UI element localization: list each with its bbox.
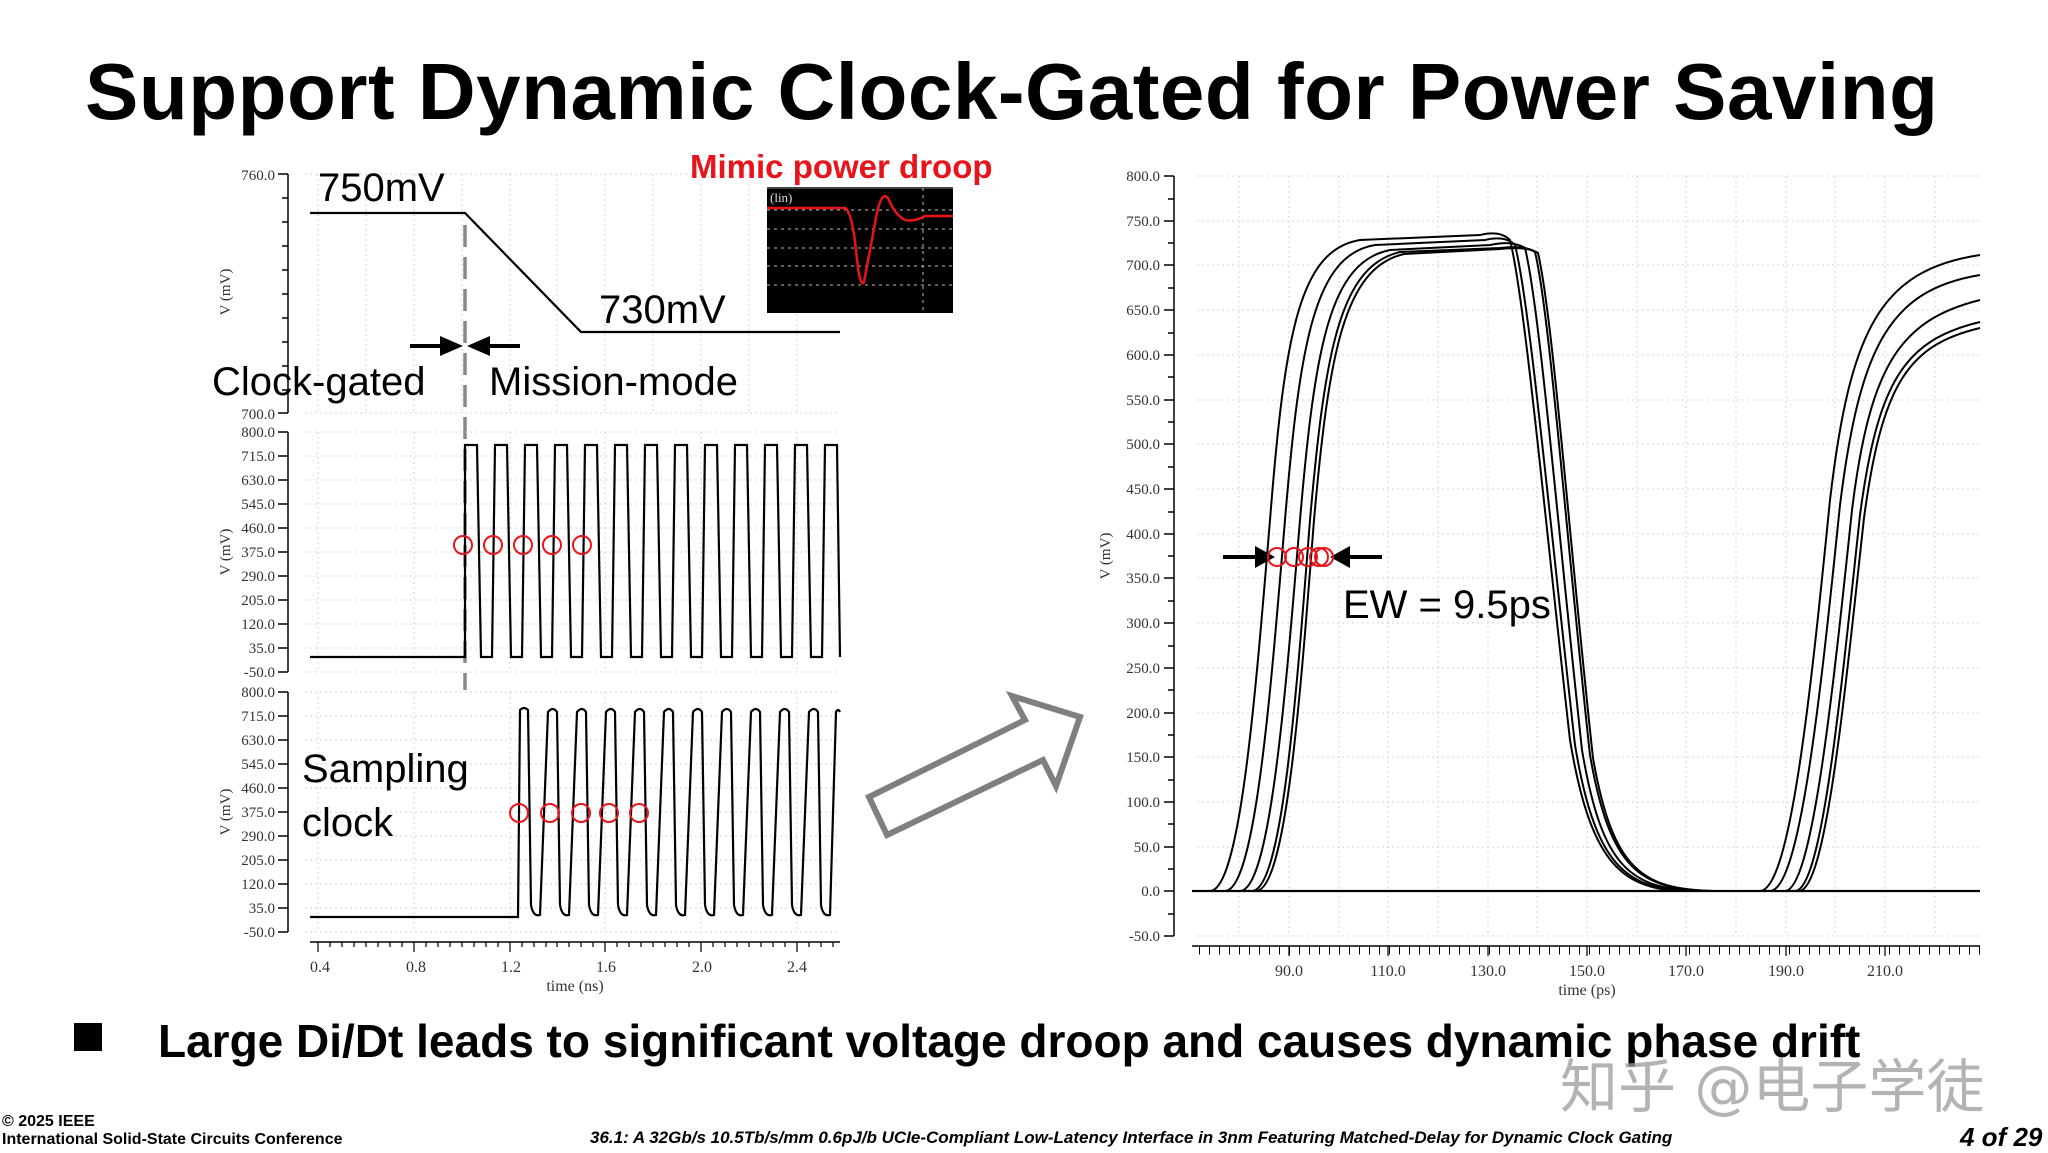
svg-text:V (mV): V (mV) <box>218 529 234 576</box>
svg-text:0.8: 0.8 <box>406 959 426 976</box>
svg-text:V (mV): V (mV) <box>218 269 234 316</box>
svg-text:700.0: 700.0 <box>241 407 275 423</box>
transition-arrows <box>410 336 520 356</box>
svg-text:715.0: 715.0 <box>241 449 275 465</box>
svg-text:550.0: 550.0 <box>1126 393 1160 409</box>
svg-text:time (ns): time (ns) <box>546 978 603 995</box>
svg-text:460.0: 460.0 <box>241 781 275 797</box>
svg-text:600.0: 600.0 <box>1126 348 1160 364</box>
svg-text:800.0: 800.0 <box>1126 169 1160 185</box>
sampling-clock-label-1: Sampling <box>302 747 469 791</box>
svg-text:1.2: 1.2 <box>501 959 521 976</box>
svg-text:V (mV): V (mV) <box>1098 533 1114 580</box>
mission-mode-label: Mission-mode <box>489 360 738 404</box>
watermark: 知乎 @电子学徒 <box>1560 1053 1985 1121</box>
svg-text:2.0: 2.0 <box>692 959 712 976</box>
svg-text:120.0: 120.0 <box>241 617 275 633</box>
supply-voltage-chart: 760.0 700.0 V (mV) <box>218 168 840 423</box>
svg-text:700.0: 700.0 <box>1126 258 1160 274</box>
clock-gated-label: Clock-gated <box>212 360 426 404</box>
footer-copyright: © 2025 IEEE International Solid-State Ci… <box>2 1113 343 1149</box>
mimic-power-droop-label: Mimic power droop <box>690 148 993 185</box>
svg-text:205.0: 205.0 <box>241 593 275 609</box>
svg-text:200.0: 200.0 <box>1126 706 1160 722</box>
svg-text:120.0: 120.0 <box>241 877 275 893</box>
svg-text:800.0: 800.0 <box>241 425 275 441</box>
svg-text:-50.0: -50.0 <box>244 665 275 681</box>
svg-text:715.0: 715.0 <box>241 709 275 725</box>
page-number: 4 of 29 <box>1960 1122 2043 1152</box>
svg-text:190.0: 190.0 <box>1768 963 1804 980</box>
eye-diagram-chart: 800.0 750.0 700.0 650.0 600.0 550.0 500.0 45… <box>1098 169 1981 999</box>
svg-text:300.0: 300.0 <box>1126 616 1160 632</box>
sampling-clock-chart: 800.0 715.0 630.0 545.0 460.0 375.0 290.0 20… <box>218 685 841 995</box>
svg-text:545.0: 545.0 <box>241 757 275 773</box>
eye-width-markers <box>1223 546 1382 568</box>
bullet-square-icon <box>74 1023 102 1051</box>
svg-text:205.0: 205.0 <box>241 853 275 869</box>
bullet-point: Large Di/Dt leads to significant voltage… <box>74 1014 1860 1068</box>
svg-text:250.0: 250.0 <box>1126 661 1160 677</box>
svg-text:2.4: 2.4 <box>787 959 807 976</box>
clock-chart: 800.0 715.0 630.0 545.0 460.0 375.0 290.0 20… <box>218 425 842 681</box>
svg-text:630.0: 630.0 <box>241 733 275 749</box>
svg-text:-50.0: -50.0 <box>244 925 275 941</box>
svg-text:375.0: 375.0 <box>241 805 275 821</box>
svg-text:150.0: 150.0 <box>1569 963 1605 980</box>
svg-text:650.0: 650.0 <box>1126 303 1160 319</box>
voltage-low-label: 730mV <box>599 288 726 332</box>
svg-text:V (mV): V (mV) <box>218 789 234 836</box>
svg-text:630.0: 630.0 <box>241 473 275 489</box>
svg-text:110.0: 110.0 <box>1370 963 1405 980</box>
svg-text:750.0: 750.0 <box>1126 214 1160 230</box>
clock-edge-markers <box>453 535 592 555</box>
direction-arrow-icon <box>865 690 1084 840</box>
svg-text:-50.0: -50.0 <box>1129 929 1160 945</box>
svg-text:1.6: 1.6 <box>596 959 616 976</box>
svg-text:460.0: 460.0 <box>241 521 275 537</box>
svg-text:35.0: 35.0 <box>249 641 275 657</box>
svg-text:0.4: 0.4 <box>310 959 330 976</box>
svg-text:35.0: 35.0 <box>249 901 275 917</box>
svg-text:50.0: 50.0 <box>1134 840 1160 856</box>
svg-text:800.0: 800.0 <box>241 685 275 701</box>
svg-text:100.0: 100.0 <box>1126 795 1160 811</box>
svg-text:170.0: 170.0 <box>1668 963 1704 980</box>
svg-text:0.0: 0.0 <box>1141 884 1160 900</box>
footer-paper-title: 36.1: A 32Gb/s 10.5Tb/s/mm 0.6pJ/b UCIe-… <box>590 1128 1673 1147</box>
svg-text:760.0: 760.0 <box>241 168 275 184</box>
svg-text:150.0: 150.0 <box>1126 750 1160 766</box>
svg-text:130.0: 130.0 <box>1470 963 1506 980</box>
svg-text:350.0: 350.0 <box>1126 571 1160 587</box>
sampling-edge-markers <box>509 803 649 823</box>
sampling-clock-label-2: clock <box>302 801 394 845</box>
copyright-text: © 2025 IEEE <box>2 1113 95 1130</box>
svg-text:290.0: 290.0 <box>241 829 275 845</box>
svg-text:545.0: 545.0 <box>241 497 275 513</box>
svg-text:210.0: 210.0 <box>1867 963 1903 980</box>
bullet-text: Large Di/Dt leads to significant voltage… <box>158 1015 1861 1067</box>
svg-text:time (ps): time (ps) <box>1558 982 1615 999</box>
slide-title: Support Dynamic Clock-Gated for Power Sa… <box>85 47 1939 136</box>
svg-text:290.0: 290.0 <box>241 569 275 585</box>
eye-width-label: EW = 9.5ps <box>1343 583 1551 627</box>
power-droop-inset: (lin) <box>767 187 953 313</box>
svg-text:90.0: 90.0 <box>1275 963 1303 980</box>
conference-name: International Solid-State Circuits Confe… <box>2 1131 343 1148</box>
svg-text:375.0: 375.0 <box>241 545 275 561</box>
svg-text:400.0: 400.0 <box>1126 527 1160 543</box>
svg-text:500.0: 500.0 <box>1126 437 1160 453</box>
svg-text:450.0: 450.0 <box>1126 482 1160 498</box>
voltage-high-label: 750mV <box>318 166 445 210</box>
svg-text:(lin): (lin) <box>770 190 792 205</box>
